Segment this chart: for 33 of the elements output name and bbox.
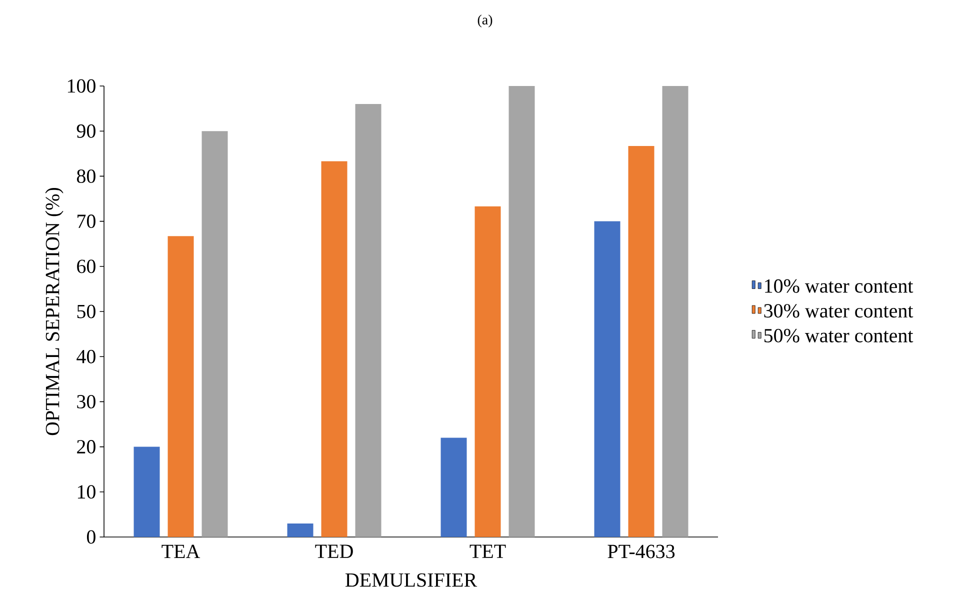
legend-label: 50% water content (764, 328, 914, 342)
y-tick-label: 20 (77, 440, 96, 454)
bar (287, 523, 314, 537)
y-tick-label: 80 (76, 169, 96, 183)
y-tick-label: 100 (68, 79, 96, 93)
x-tick-label: TET (470, 544, 506, 558)
bar (662, 86, 688, 537)
y-tick-label: 60 (77, 260, 96, 274)
y-tick-label: 0 (86, 530, 96, 544)
x-tick-label: PT-4633 (608, 544, 675, 558)
bar (321, 161, 348, 537)
y-tick-label: 70 (78, 214, 96, 228)
bar (355, 104, 382, 537)
bar (508, 86, 535, 537)
y-tick-label: 30 (77, 394, 96, 408)
y-tick-label: 40 (76, 350, 96, 364)
y-tick-label: 50 (77, 304, 96, 318)
bar (594, 221, 620, 537)
bar (474, 206, 501, 537)
x-tick-label: TED (315, 544, 353, 558)
chart-title: (a) (478, 14, 492, 28)
x-tick-label: TEA (162, 544, 200, 558)
bar (628, 146, 654, 537)
legend-label: 10% water content (765, 279, 914, 293)
y-tick-label: 10 (78, 485, 96, 499)
legend-label: 30% water content (764, 304, 914, 318)
bar (440, 438, 467, 537)
y-axis-title: OPTIMAL SEPERATION (%) (45, 188, 64, 436)
bar (134, 446, 160, 537)
x-axis-title: DEMULSIFIER (345, 573, 478, 587)
y-tick-label: 90 (76, 124, 96, 138)
bar (168, 236, 194, 537)
bar (202, 131, 228, 537)
